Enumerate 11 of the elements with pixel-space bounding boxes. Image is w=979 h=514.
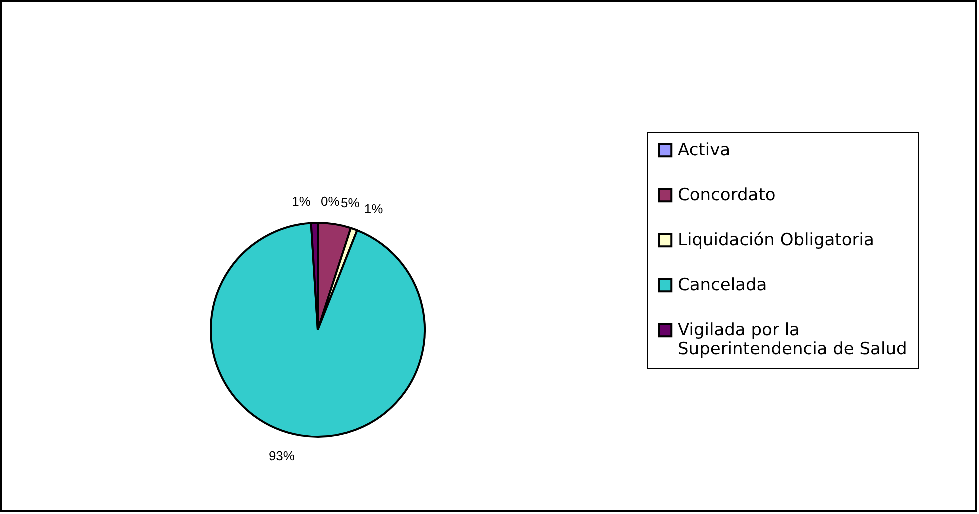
pie-slice <box>210 222 426 438</box>
data-label: 5% <box>341 196 360 211</box>
legend-label: Liquidación Obligatoria <box>678 230 874 250</box>
data-label: 93% <box>268 448 296 464</box>
text: 0% <box>321 194 340 209</box>
data-label: 1% <box>292 194 312 210</box>
legend-label: Vigilada por la Superintendencia de Salud <box>678 320 908 360</box>
legend-label: Cancelada <box>678 276 768 296</box>
legend-label: Concordato <box>678 186 776 206</box>
legend-label: Activa <box>678 140 731 160</box>
data-label: 1% <box>364 202 384 217</box>
